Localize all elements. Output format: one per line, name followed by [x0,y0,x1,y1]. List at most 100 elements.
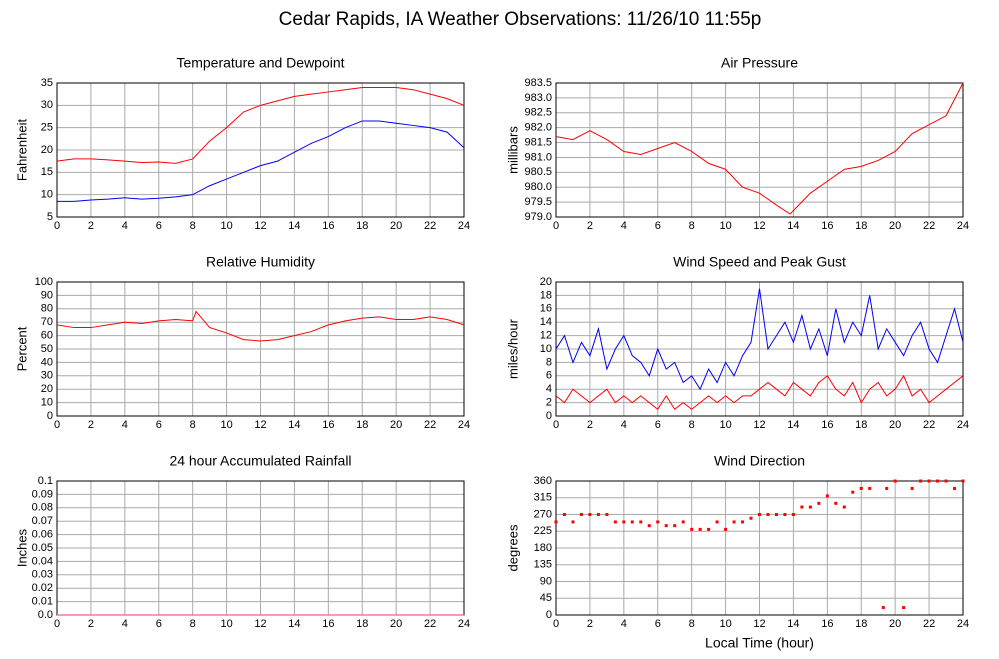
x-tick-label: 14 [787,419,799,431]
x-tick-label: 18 [356,419,368,431]
point [774,513,778,516]
point [664,524,668,528]
y-tick-label: 0.02 [32,582,53,594]
x-tick-label: 14 [288,419,300,431]
y-tick-label: 30 [41,370,53,382]
point [681,520,685,524]
point [919,479,923,483]
point [944,479,948,483]
y-tick-label: 315 [534,492,552,504]
point [749,516,753,520]
y-tick-label: 983.0 [524,92,552,104]
x-tick-label: 12 [753,419,765,431]
point [834,501,838,505]
y-tick-label: 0.0 [38,609,53,621]
x-tick-label: 18 [356,220,368,232]
x-tick-label: 20 [889,220,901,232]
x-tick-label: 10 [719,220,731,232]
y-tick-label: 10 [41,397,53,409]
x-tick-label: 8 [689,618,695,630]
x-tick-label: 2 [587,220,593,232]
point [902,606,906,610]
y-tick-label: 4 [546,383,552,395]
y-tick-label: 90 [540,575,552,587]
x-tick-label: 2 [587,618,593,630]
x-tick-label: 2 [88,618,94,630]
x-tick-label: 24 [458,618,470,630]
chart-title: Air Pressure [721,55,798,71]
y-tick-label: 2 [546,397,552,409]
point [554,520,558,524]
y-tick-label: 982.0 [524,122,552,134]
y-tick-label: 30 [41,99,53,111]
x-tick-label: 4 [621,220,627,232]
x-tick-label: 2 [88,220,94,232]
y-tick-label: 90 [41,289,53,301]
y-tick-label: 5 [47,211,53,223]
x-tick-label: 6 [156,220,162,232]
x-tick-label: 22 [424,220,436,232]
point [690,527,694,531]
x-tick-label: 16 [322,220,334,232]
series-line [555,82,964,215]
x-tick-label: 16 [821,419,833,431]
y-tick-label: 35 [41,77,53,89]
x-tick-label: 24 [458,419,470,431]
y-tick-label: 0.01 [32,596,53,608]
x-tick-label: 20 [889,618,901,630]
plot-frame [56,281,465,417]
x-tick-label: 6 [156,419,162,431]
x-tick-label: 4 [621,618,627,630]
x-tick-label: 20 [390,419,402,431]
y-tick-label: 980.0 [524,181,552,193]
x-tick-label: 0 [553,419,559,431]
x-tick-label: 20 [889,419,901,431]
x-tick-label: 12 [753,618,765,630]
y-axis-label: Inches [14,528,29,567]
x-tick-label: 12 [254,419,266,431]
y-tick-label: 270 [534,508,552,520]
x-tick-label: 22 [923,419,935,431]
x-tick-label: 20 [390,618,402,630]
y-tick-label: 0.1 [38,475,53,487]
point [562,513,566,516]
x-tick-label: 4 [621,419,627,431]
point [881,606,885,610]
x-tick-label: 24 [458,220,470,232]
x-tick-label: 0 [54,220,60,232]
point [613,520,617,524]
point [758,513,761,516]
point [961,479,965,483]
y-tick-label: 100 [35,276,53,288]
y-tick-label: 14 [540,316,552,328]
x-tick-label: 16 [821,220,833,232]
series-line [56,310,465,342]
x-tick-label: 8 [190,419,196,431]
x-tick-label: 22 [424,419,436,431]
point [783,513,787,516]
x-tick-label: 6 [655,220,661,232]
point [885,486,889,490]
point [800,505,804,509]
y-tick-label: 979.0 [524,211,552,223]
x-tick-label: 18 [356,618,368,630]
series-line [57,120,465,202]
point [596,513,600,516]
x-tick-label: 10 [220,419,232,431]
y-axis-label: miles/hour [505,318,520,379]
y-tick-label: 45 [540,592,552,604]
point [825,494,829,498]
point [656,520,660,524]
point [732,520,736,524]
point [927,479,931,483]
point [673,524,677,528]
point [605,513,609,516]
y-tick-label: 60 [41,330,53,342]
x-tick-label: 18 [855,419,867,431]
y-tick-label: 982.5 [524,107,552,119]
x-tick-label: 18 [855,220,867,232]
x-tick-label: 10 [220,618,232,630]
point [715,520,719,524]
x-tick-label: 4 [122,220,128,232]
